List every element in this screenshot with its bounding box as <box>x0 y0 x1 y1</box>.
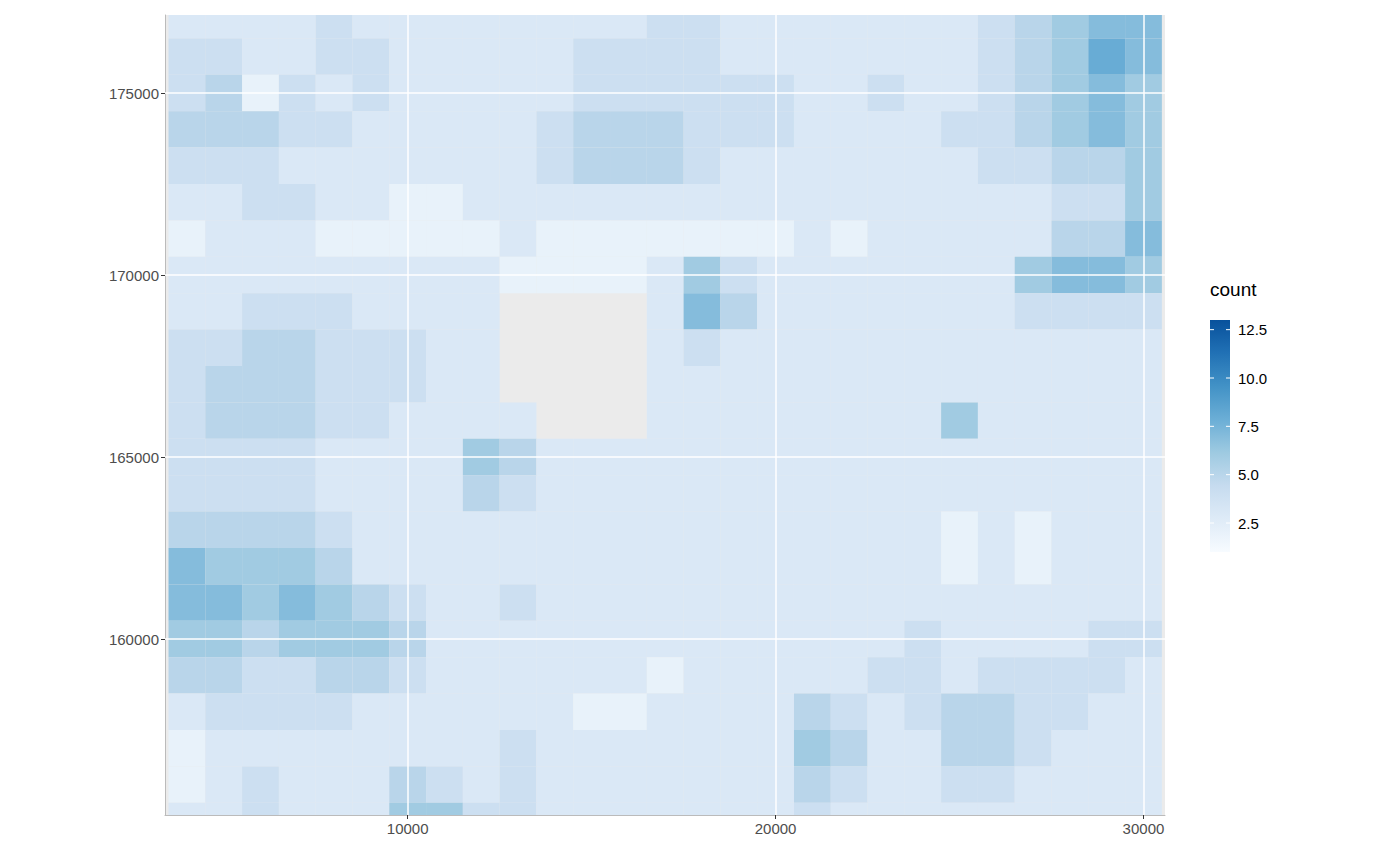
svg-text:20000: 20000 <box>755 820 797 837</box>
svg-text:5.0: 5.0 <box>1238 466 1259 483</box>
svg-text:count: count <box>1210 279 1257 300</box>
svg-text:165000: 165000 <box>109 449 159 466</box>
svg-text:7.5: 7.5 <box>1238 418 1259 435</box>
svg-text:30000: 30000 <box>1123 820 1165 837</box>
svg-text:2.5: 2.5 <box>1238 515 1259 532</box>
svg-text:170000: 170000 <box>109 267 159 284</box>
svg-text:10000: 10000 <box>387 820 429 837</box>
svg-text:175000: 175000 <box>109 85 159 102</box>
svg-text:160000: 160000 <box>109 631 159 648</box>
svg-text:12.5: 12.5 <box>1238 321 1267 338</box>
svg-text:10.0: 10.0 <box>1238 370 1267 387</box>
